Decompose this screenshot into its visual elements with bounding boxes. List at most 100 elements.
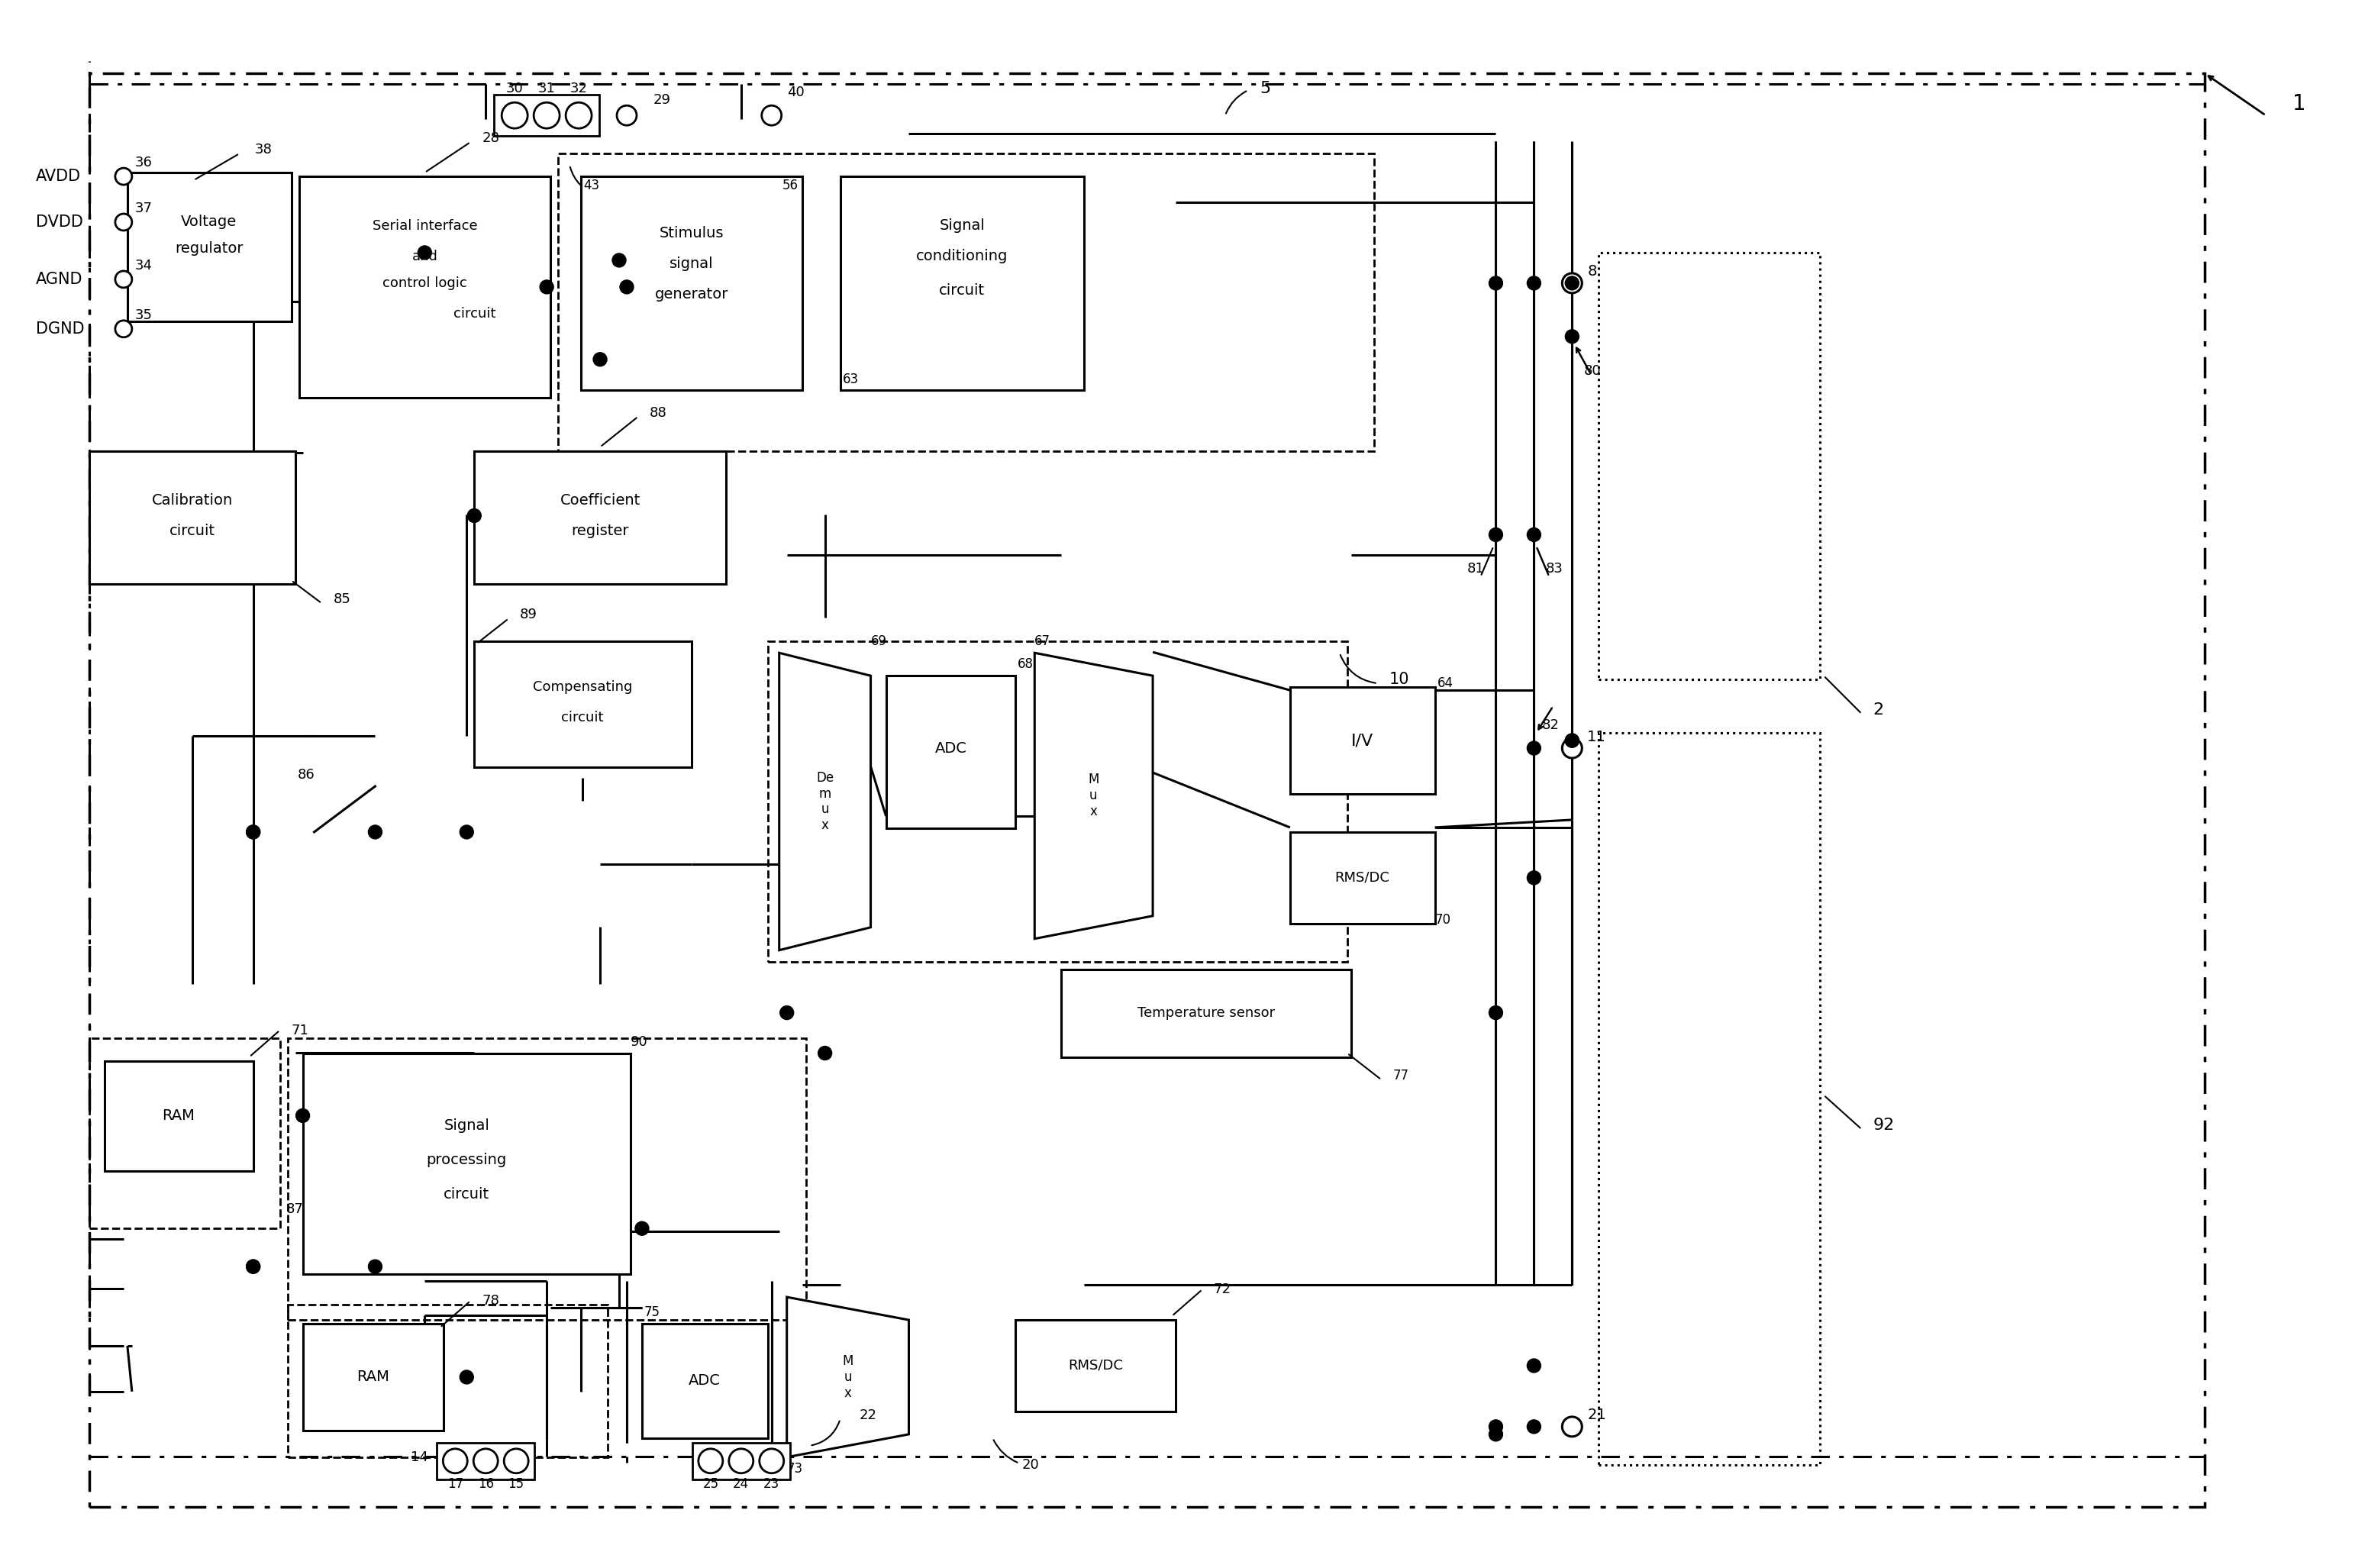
Text: 28: 28 [482,132,499,146]
Text: 83: 83 [1544,563,1563,575]
Circle shape [1528,276,1542,290]
Bar [289,1305,608,1457]
Circle shape [1563,273,1582,293]
Circle shape [1490,276,1502,290]
Circle shape [728,1449,754,1474]
Bar [1599,252,1819,679]
Text: 86: 86 [298,768,315,782]
Text: DGND: DGND [35,321,85,337]
Bar [494,94,598,136]
Circle shape [1528,528,1542,541]
Text: 82: 82 [1542,718,1559,732]
Circle shape [442,1449,468,1474]
Text: circuit: circuit [170,524,215,538]
Polygon shape [1034,652,1152,939]
Circle shape [459,1370,473,1385]
Text: 30: 30 [506,82,523,96]
Circle shape [818,1046,832,1060]
Circle shape [246,1259,260,1273]
Circle shape [1566,734,1580,748]
Circle shape [116,271,132,287]
Text: Compensating: Compensating [532,681,631,695]
Text: 80: 80 [1585,364,1601,378]
Text: Calibration: Calibration [151,494,232,508]
Circle shape [617,105,636,125]
Bar [90,1038,279,1228]
Text: 92: 92 [1873,1118,1894,1134]
Text: Coefficient: Coefficient [561,494,641,508]
Circle shape [1528,1359,1542,1372]
Bar [1015,1320,1175,1411]
Circle shape [116,168,132,185]
Bar [641,1323,769,1438]
Text: 22: 22 [858,1408,877,1422]
Text: Voltage: Voltage [182,215,236,229]
Text: De
m
u
x: De m u x [816,771,835,833]
Circle shape [419,246,430,259]
Text: RMS/DC: RMS/DC [1069,1359,1123,1372]
Text: circuit: circuit [939,284,986,298]
Circle shape [1490,1419,1502,1433]
Circle shape [534,102,561,129]
Circle shape [246,1259,260,1273]
Text: 36: 36 [135,155,151,169]
Circle shape [780,1005,795,1019]
Bar [128,172,291,321]
Text: 1: 1 [2292,93,2306,114]
Text: 40: 40 [788,86,804,99]
Text: 71: 71 [291,1024,310,1036]
Text: 24: 24 [733,1477,750,1491]
Bar [558,154,1374,452]
Circle shape [473,1449,499,1474]
Bar [769,641,1348,961]
Circle shape [1563,739,1582,757]
Text: AVDD: AVDD [35,169,80,183]
Text: ADC: ADC [934,742,967,756]
Circle shape [762,105,780,125]
Text: Serial interface: Serial interface [371,220,478,232]
Text: processing: processing [426,1152,506,1167]
Text: 73: 73 [788,1461,804,1475]
Text: Temperature sensor: Temperature sensor [1138,1005,1275,1019]
Bar [1289,833,1436,924]
Circle shape [501,102,527,129]
Text: 69: 69 [870,635,887,648]
Text: 56: 56 [783,179,799,193]
Text: 35: 35 [135,309,154,321]
Polygon shape [778,652,870,950]
Circle shape [369,1259,383,1273]
Text: AGND: AGND [35,271,83,287]
Text: 15: 15 [508,1477,525,1491]
Bar [1289,687,1436,793]
Text: 87: 87 [286,1203,303,1217]
Text: circuit: circuit [561,710,603,724]
Text: 5: 5 [1261,82,1270,96]
Text: Signal: Signal [445,1118,490,1132]
Text: circuit: circuit [445,1187,490,1201]
Text: and: and [412,249,438,263]
Bar [1062,969,1350,1057]
Text: Stimulus: Stimulus [660,226,724,241]
Circle shape [1528,742,1542,756]
Text: I/V: I/V [1350,732,1374,748]
Text: 81: 81 [1466,563,1485,575]
Text: 29: 29 [653,94,672,107]
Bar [887,676,1015,828]
Text: M
u
x: M u x [842,1355,854,1400]
Circle shape [1566,734,1580,748]
Text: 16: 16 [478,1477,494,1491]
Text: 37: 37 [135,202,154,215]
Text: 64: 64 [1438,676,1452,690]
Circle shape [459,825,473,839]
Text: 68: 68 [1017,657,1034,671]
Circle shape [504,1449,527,1474]
Text: Signal: Signal [939,218,986,234]
Text: 14: 14 [412,1450,428,1465]
Bar [303,1323,445,1430]
Circle shape [594,353,608,367]
Circle shape [369,825,383,839]
Circle shape [116,213,132,230]
Circle shape [1490,528,1502,541]
Text: circuit: circuit [454,307,494,320]
Text: 75: 75 [643,1306,660,1319]
